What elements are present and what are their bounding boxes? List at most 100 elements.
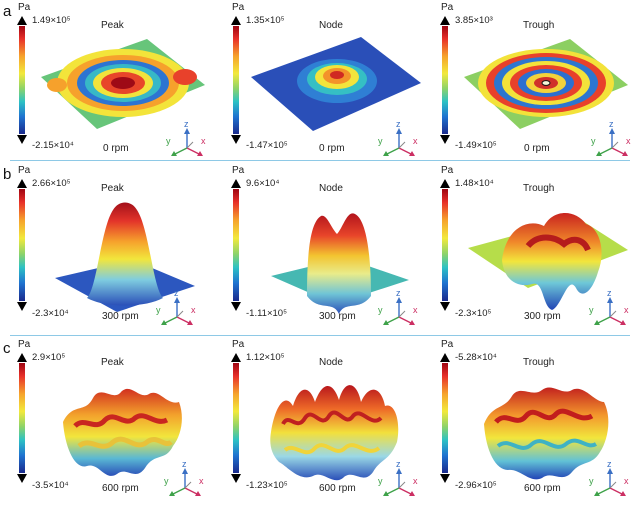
panel-title: Peak xyxy=(101,183,124,194)
z-axis-label: z xyxy=(609,119,614,129)
y-axis-label: y xyxy=(589,305,594,315)
panel-b-node: Pa 9.6×10⁴ -1.11×10⁵ Node 300 rpm z y x xyxy=(219,163,424,333)
y-axis-label: y xyxy=(378,476,383,486)
row-a: a Pa 1.49×10⁵ -2.15×10⁴ Peak 0 rpm z y x xyxy=(0,0,638,160)
x-axis-label: x xyxy=(624,476,629,486)
unit-label: Pa xyxy=(232,339,245,350)
axis-triad-icon: z y x xyxy=(377,288,421,329)
z-axis-label: z xyxy=(184,119,189,129)
y-axis-label: y xyxy=(591,136,596,146)
pressure-surface-dome xyxy=(251,37,421,131)
colorbar-min-value: -3.5×10⁴ xyxy=(32,480,69,491)
unit-label: Pa xyxy=(232,165,245,176)
speed-label: 600 rpm xyxy=(102,483,139,494)
row-b: b Pa 2.66×10⁵ -2.3×10⁴ Peak 300 rpm z y … xyxy=(0,163,638,333)
x-axis-label: x xyxy=(191,305,196,315)
colorbar-max-value: 3.85×10³ xyxy=(455,15,493,26)
colorbar-max-arrow-icon xyxy=(440,353,450,362)
x-axis-label: x xyxy=(626,136,631,146)
colorbar-max-value: 1.35×10⁵ xyxy=(246,15,285,26)
colorbar-min-arrow-icon xyxy=(440,302,450,311)
colorbar-min-value: -1.11×10⁵ xyxy=(246,308,288,319)
unit-label: Pa xyxy=(441,165,454,176)
colorbar-max-arrow-icon xyxy=(17,16,27,25)
colorbar-min-arrow-icon xyxy=(17,135,27,144)
speed-label: 300 rpm xyxy=(102,311,139,322)
panel-b-peak: Pa 2.66×10⁵ -2.3×10⁴ Peak 300 rpm z y x xyxy=(5,163,210,333)
colorbar xyxy=(442,26,448,134)
unit-label: Pa xyxy=(18,339,31,350)
colorbar xyxy=(233,363,239,473)
panel-a-trough: Pa 3.85×10³ -1.49×10⁵ Trough 0 rpm z y x xyxy=(428,0,633,160)
panel-c-node: Pa 1.12×10⁵ -1.23×10⁵ Node 600 rpm z y x xyxy=(219,337,424,503)
colorbar xyxy=(19,189,25,301)
z-axis-label: z xyxy=(182,459,187,469)
colorbar-min-arrow-icon xyxy=(231,474,241,483)
colorbar-max-value: -5.28×10⁴ xyxy=(455,352,497,363)
axis-triad-icon: z y x xyxy=(377,459,421,500)
pressure-surface-double-peak xyxy=(271,213,409,314)
colorbar-min-arrow-icon xyxy=(17,474,27,483)
colorbar-min-arrow-icon xyxy=(17,302,27,311)
colorbar-min-value: -1.47×10⁵ xyxy=(246,140,288,151)
unit-label: Pa xyxy=(18,165,31,176)
axis-triad-icon: z y x xyxy=(165,119,209,160)
speed-label: 300 rpm xyxy=(524,311,561,322)
y-axis-label: y xyxy=(164,476,169,486)
colorbar-min-arrow-icon xyxy=(231,135,241,144)
z-axis-label: z xyxy=(174,288,179,298)
speed-label: 300 rpm xyxy=(319,311,356,322)
y-axis-label: y xyxy=(589,476,594,486)
row-divider xyxy=(10,160,630,161)
colorbar-min-value: -2.3×10⁴ xyxy=(32,308,69,319)
panel-a-node: Pa 1.35×10⁵ -1.47×10⁵ Node 0 rpm z y x xyxy=(219,0,424,160)
colorbar-min-value: -1.49×10⁵ xyxy=(455,140,497,151)
z-axis-label: z xyxy=(607,288,612,298)
colorbar-max-value: 2.9×10⁵ xyxy=(32,352,66,363)
colorbar-max-arrow-icon xyxy=(231,179,241,188)
x-axis-label: x xyxy=(413,136,418,146)
y-axis-label: y xyxy=(378,305,383,315)
x-axis-label: x xyxy=(199,476,204,486)
row-c: c Pa 2.9×10⁵ -3.5×10⁴ Peak 600 rpm z y x… xyxy=(0,337,638,503)
y-axis-label: y xyxy=(166,136,171,146)
colorbar xyxy=(442,363,448,473)
axis-triad-icon: z y x xyxy=(377,119,421,160)
colorbar-max-arrow-icon xyxy=(231,16,241,25)
colorbar xyxy=(442,189,448,301)
pressure-surface-wave xyxy=(468,213,628,310)
panel-title: Trough xyxy=(523,20,555,31)
colorbar-min-arrow-icon xyxy=(231,302,241,311)
panel-c-trough: Pa -5.28×10⁴ -2.96×10⁵ Trough 600 rpm z … xyxy=(428,337,633,503)
panel-c-peak: Pa 2.9×10⁵ -3.5×10⁴ Peak 600 rpm z y x xyxy=(5,337,210,503)
speed-label: 600 rpm xyxy=(319,483,356,494)
colorbar-max-arrow-icon xyxy=(17,353,27,362)
axis-triad-icon: z y x xyxy=(590,119,634,160)
y-axis-label: y xyxy=(156,305,161,315)
colorbar xyxy=(19,363,25,473)
colorbar-max-arrow-icon xyxy=(440,179,450,188)
panel-title: Trough xyxy=(523,183,555,194)
colorbar-max-value: 2.66×10⁵ xyxy=(32,178,71,189)
colorbar-max-value: 1.12×10⁵ xyxy=(246,352,285,363)
speed-label: 0 rpm xyxy=(103,143,129,154)
pressure-surface-rings xyxy=(41,39,205,129)
unit-label: Pa xyxy=(232,2,245,13)
panel-title: Node xyxy=(319,357,343,368)
unit-label: Pa xyxy=(441,339,454,350)
z-axis-label: z xyxy=(396,459,401,469)
pressure-surface-ripples xyxy=(484,387,609,480)
pressure-surface-ripples xyxy=(63,388,182,476)
axis-triad-icon: z y x xyxy=(163,459,207,500)
row-label: a xyxy=(3,3,12,20)
unit-label: Pa xyxy=(18,2,31,13)
pressure-surface-ripples xyxy=(270,385,399,481)
row-label: c xyxy=(3,340,11,357)
colorbar xyxy=(19,26,25,134)
x-axis-label: x xyxy=(201,136,206,146)
x-axis-label: x xyxy=(413,305,418,315)
y-axis-label: y xyxy=(378,136,383,146)
z-axis-label: z xyxy=(607,459,612,469)
colorbar-min-arrow-icon xyxy=(440,135,450,144)
unit-label: Pa xyxy=(441,2,454,13)
